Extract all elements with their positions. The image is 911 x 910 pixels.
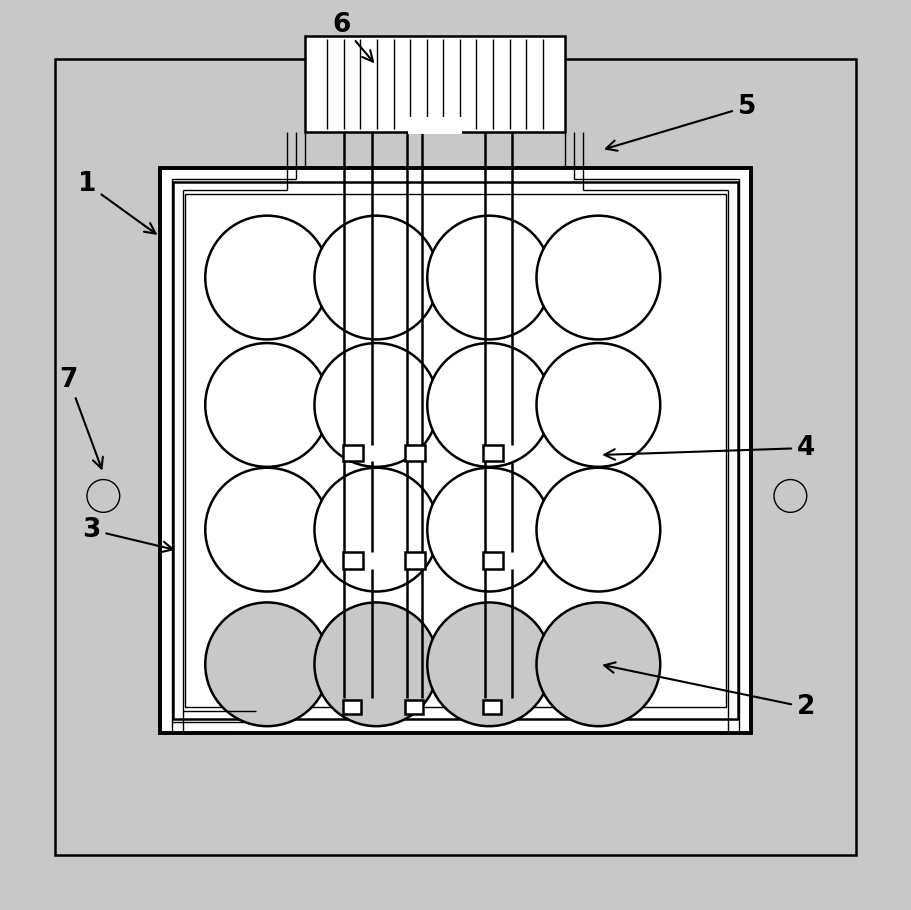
Circle shape <box>314 468 438 592</box>
Circle shape <box>314 602 438 726</box>
Circle shape <box>537 602 660 726</box>
Text: 4: 4 <box>604 435 815 461</box>
Circle shape <box>427 343 551 467</box>
Bar <box>408 117 462 134</box>
Circle shape <box>205 602 329 726</box>
Bar <box>343 445 363 461</box>
Bar <box>404 445 425 461</box>
Bar <box>483 445 503 461</box>
Text: 6: 6 <box>333 12 373 62</box>
Bar <box>185 194 726 707</box>
Bar <box>483 552 503 569</box>
Bar <box>159 168 752 733</box>
Circle shape <box>537 468 660 592</box>
Circle shape <box>314 343 438 467</box>
Bar <box>343 701 361 714</box>
Circle shape <box>314 216 438 339</box>
Bar <box>55 59 856 855</box>
Text: 2: 2 <box>604 662 815 721</box>
Circle shape <box>87 480 119 512</box>
Circle shape <box>537 343 660 467</box>
Text: 3: 3 <box>82 517 173 552</box>
Bar <box>173 182 738 719</box>
Text: 5: 5 <box>606 94 756 151</box>
Bar <box>343 552 363 569</box>
Bar <box>483 701 501 714</box>
Bar <box>305 36 565 132</box>
Text: 1: 1 <box>77 171 156 234</box>
Circle shape <box>205 343 329 467</box>
Circle shape <box>537 216 660 339</box>
Circle shape <box>427 468 551 592</box>
Circle shape <box>774 480 807 512</box>
Bar <box>404 552 425 569</box>
Circle shape <box>205 468 329 592</box>
Bar <box>404 701 423 714</box>
Circle shape <box>427 216 551 339</box>
Circle shape <box>427 602 551 726</box>
Circle shape <box>205 216 329 339</box>
Text: 7: 7 <box>59 367 103 469</box>
